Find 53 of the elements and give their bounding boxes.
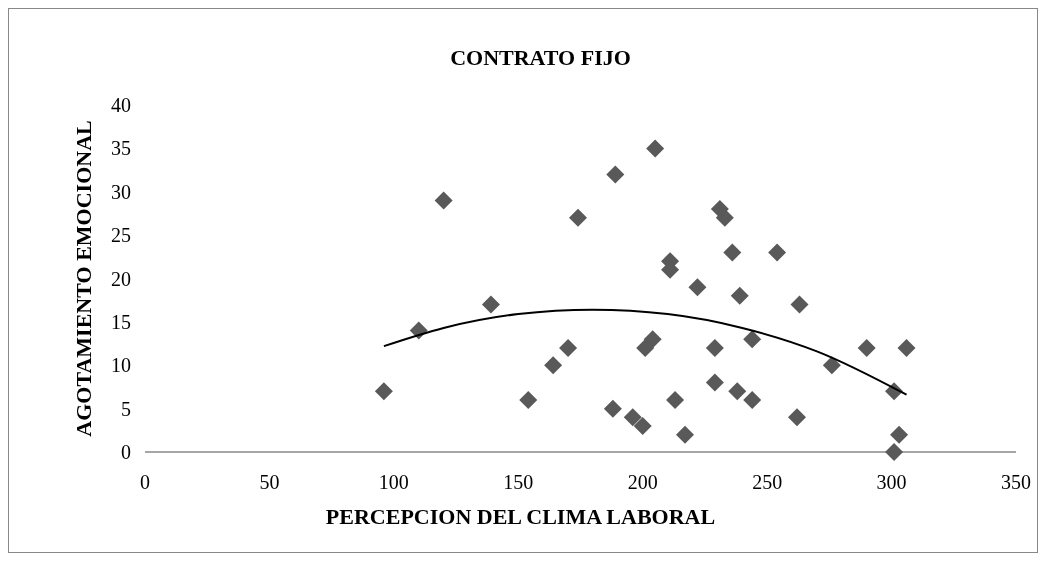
point [885,443,904,461]
point [544,356,563,375]
y-tick-label: 0 [121,441,131,463]
y-tick-label: 25 [111,224,131,247]
point [569,208,588,227]
x-tick-label: 150 [503,471,534,493]
point [676,425,695,444]
point [606,165,625,184]
point [705,373,724,392]
point [730,286,749,305]
y-tick-label: 15 [111,310,131,333]
y-tick-label: 20 [111,267,131,290]
y-tick-label: 40 [111,94,131,116]
point [790,295,809,314]
point [743,330,762,349]
y-tick-label: 5 [121,397,131,420]
y-axis-title: AGOTAMIENTO EMOCIONAL [71,120,96,437]
point [633,416,652,435]
point [705,338,724,357]
x-tick-label: 50 [259,471,280,493]
point [666,390,685,409]
x-tick-label: 250 [752,471,783,493]
point [688,278,707,297]
point [768,243,787,262]
point [481,295,500,314]
point [822,356,841,375]
point [788,408,807,427]
x-tick-label: 100 [378,471,409,493]
x-tick-label: 200 [627,471,658,493]
y-tick-label: 30 [111,180,131,203]
point [728,382,747,401]
x-tick-label: 300 [876,471,907,493]
point [890,425,909,444]
point [743,390,762,409]
line-series [382,308,908,396]
point [434,191,453,210]
point [857,338,876,357]
chart-title: CONTRATO FIJO [450,45,631,70]
point [623,408,642,427]
point [559,338,578,357]
point [897,338,916,357]
point [374,382,393,401]
point [723,243,742,262]
y-tick-label: 10 [111,354,131,377]
x-tick-label: 350 [1001,471,1031,493]
point [646,139,665,158]
point [519,390,538,409]
point [643,330,662,349]
x-axis-title: PERCEPCION DEL CLIMA LABORAL [325,504,716,529]
x-tick-label: 0 [140,471,150,493]
y-tick-label: 35 [111,137,131,160]
point [603,399,622,418]
point [636,338,655,357]
